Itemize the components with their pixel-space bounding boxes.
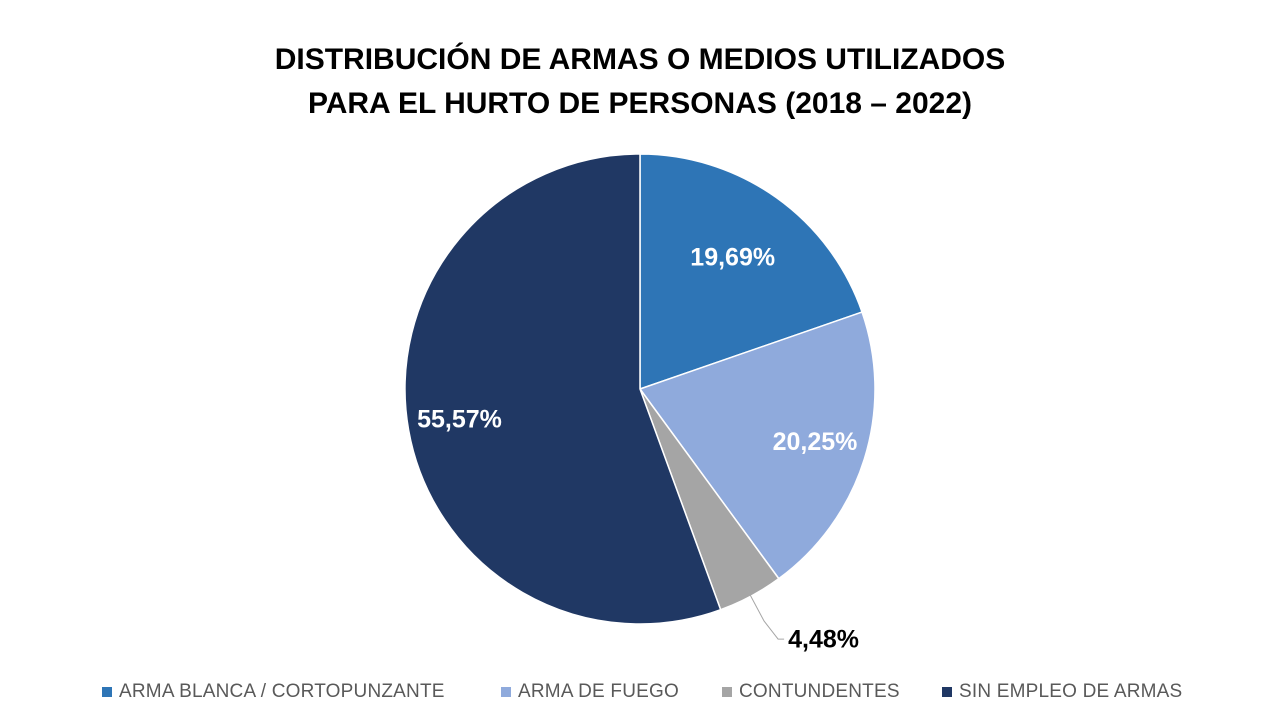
data-labels: 19,69% 20,25% 4,48% 55,57% [417,243,859,653]
legend-label: SIN EMPLEO DE ARMAS [959,681,1183,702]
data-label-arma-blanca: 19,69% [690,243,775,271]
leader-line-contundentes [747,589,785,640]
legend-item-arma-blanca: ARMA BLANCA / CORTOPUNZANTE [102,681,445,703]
legend-label: CONTUNDENTES [739,681,900,702]
data-label-contundentes: 4,48% [788,626,859,654]
leader-lines [747,589,785,640]
pie-slice-sin-empleo [404,153,722,625]
legend-swatch [722,687,732,697]
legend-swatch [102,687,112,697]
pie-slice-arma-de-fuego [638,311,876,580]
chart-title-line-2: PARA EL HURTO DE PERSONAS (2018 – 2022) [307,87,973,120]
data-label-arma-de-fuego: 20,25% [773,428,858,456]
legend-item-sin-empleo: SIN EMPLEO DE ARMAS [942,681,1182,703]
data-label-sin-empleo: 55,57% [417,406,502,434]
pie-slices [404,153,876,625]
legend-label: ARMA BLANCA / CORTOPUNZANTE [119,681,445,702]
legend-swatch [501,687,511,697]
pie-slice-arma-blanca [639,153,864,391]
legend-item-contundentes: CONTUNDENTES [722,681,900,703]
legend-label: ARMA DE FUEGO [518,681,679,702]
legend-item-arma-de-fuego: ARMA DE FUEGO [501,681,679,703]
legend: ARMA BLANCA / CORTOPUNZANTE ARMA DE FUEG… [0,681,1280,707]
chart-title: DISTRIBUCIÓN DE ARMAS O MEDIOS UTILIZADO… [0,38,1280,126]
legend-swatch [942,687,952,697]
chart-title-line-1: DISTRIBUCIÓN DE ARMAS O MEDIOS UTILIZADO… [274,43,1006,76]
